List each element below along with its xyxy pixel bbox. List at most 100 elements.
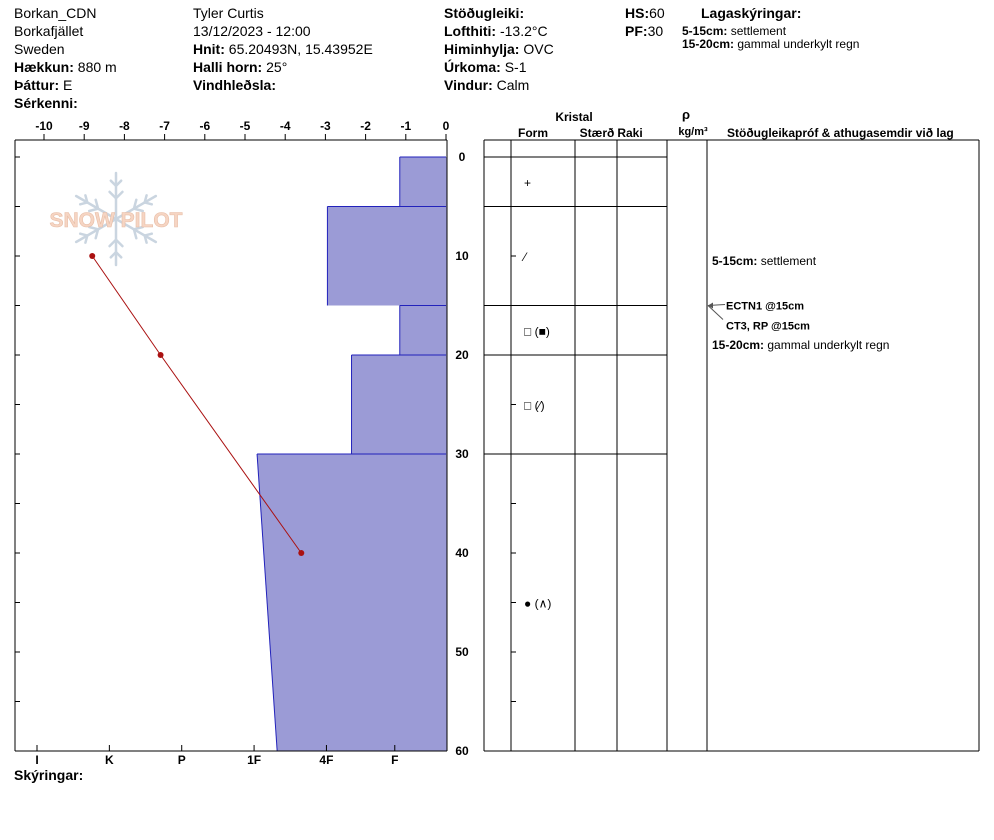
snowflake-branch xyxy=(109,179,118,188)
sky-label: Himinhylja: xyxy=(444,41,520,57)
layer-notes-title: Lagaskýringar: xyxy=(701,5,802,21)
temperature-line xyxy=(91,255,302,554)
table-headers: Kristal Form Stærð Raki ρ kg/m³ Stöðugle… xyxy=(518,107,954,140)
kristal-header: Kristal xyxy=(555,110,592,124)
hardness-tick-label: 1F xyxy=(247,753,261,767)
snowflake-branch xyxy=(114,238,124,248)
size-header: Stærð xyxy=(580,126,615,140)
layer-note-range: 15-20cm: xyxy=(682,37,735,51)
location-name: Borkan_CDN xyxy=(14,5,97,21)
test-pointer xyxy=(707,305,724,320)
pf-value: 30 xyxy=(647,23,664,39)
snowflake-branch xyxy=(132,198,138,210)
x-tick-label: -8 xyxy=(119,119,130,133)
snowflake-branch xyxy=(143,232,154,237)
aspect-label: Þáttur: xyxy=(14,77,60,93)
hardness-edge xyxy=(256,453,278,752)
snowflake-branch xyxy=(132,228,138,240)
rho-header: ρ xyxy=(682,107,690,122)
hardness-profile xyxy=(256,156,447,752)
layer-annotation: 5-15cm: settlement xyxy=(712,254,817,268)
layer-annotations: 5-15cm: settlement 15-20cm: gammal underk… xyxy=(712,254,889,352)
crystal-symbol: □ (■) xyxy=(524,324,550,338)
layer-annotation: 15-20cm: gammal underkylt regn xyxy=(712,338,889,352)
stability-tests: ECTN1 @15cm CT3, RP @15cm xyxy=(707,301,810,333)
sky-value: OVC xyxy=(523,41,554,57)
depth-tick-label: 40 xyxy=(455,546,469,560)
hardness-tick-label: K xyxy=(105,753,114,767)
snowflake-branch xyxy=(84,234,89,244)
snowflake-arm xyxy=(114,217,158,244)
left-plot-frame xyxy=(14,139,448,752)
hardness-axis: I K P 1F 4F F xyxy=(35,745,398,767)
hardness-tick-label: F xyxy=(391,753,398,767)
stability-label: Stöðugleiki: xyxy=(444,5,525,21)
wind-loading-row: Vindhleðsla: xyxy=(193,76,276,94)
snowflake-branch xyxy=(108,238,118,248)
layer-note-text: gammal underkylt regn xyxy=(737,37,860,51)
snowflake-branch xyxy=(132,207,144,213)
snowflake-branch xyxy=(78,201,89,206)
snowflake-branch xyxy=(94,228,100,240)
temperature-axis: -10 -9 -8 -7 -6 -5 -4 -3 -2 -1 0 xyxy=(35,119,450,140)
features-label: Sérkenni: xyxy=(14,95,78,111)
snowflake-branch xyxy=(114,190,124,200)
sky-row: Himinhylja: OVC xyxy=(444,40,554,58)
slope-row: Halli horn: 25° xyxy=(193,58,287,76)
pf-row: PF:30 xyxy=(625,22,663,40)
snowflake-arm xyxy=(74,194,118,221)
x-tick-label: -10 xyxy=(35,119,53,133)
slope-label: Halli horn: xyxy=(193,59,263,75)
x-tick-label: -2 xyxy=(360,119,371,133)
annotation-text: settlement xyxy=(761,254,817,268)
elevation-row: Hækkun: 880 m xyxy=(14,58,117,76)
annotation-text: gammal underkylt regn xyxy=(767,338,889,352)
layer-table xyxy=(483,139,980,752)
depth-tick-label: 30 xyxy=(455,447,469,461)
crystal-symbol: ● (∧) xyxy=(524,597,551,611)
precip-row: Úrkoma: S-1 xyxy=(444,58,526,76)
snowflake-icon xyxy=(74,171,158,267)
wind-row: Vindur: Calm xyxy=(444,76,529,94)
hs-row: HS:60 xyxy=(625,4,665,22)
snowflake-branch xyxy=(143,194,148,204)
x-tick-label: -7 xyxy=(159,119,170,133)
depth-tick-label: 60 xyxy=(455,744,469,758)
snowpilot-logo-text: SNOW PILOT xyxy=(50,209,183,232)
annotation-range: 5-15cm: xyxy=(712,254,761,268)
temperature-point xyxy=(157,352,164,358)
x-tick-label: -5 xyxy=(240,119,251,133)
observation-datetime: 13/12/2023 - 12:00 xyxy=(193,23,311,39)
area-name: Borkafjället xyxy=(14,23,84,39)
depth-tick-label: 20 xyxy=(455,348,469,362)
snowflake-branch xyxy=(114,250,123,259)
temperature-profile xyxy=(89,253,305,556)
elevation-value: 880 m xyxy=(77,59,117,75)
crystal-symbols: + ⁄ □ (■) □ (⁄) ● (∧) xyxy=(521,176,551,611)
wind-value: Calm xyxy=(496,77,530,93)
coords-value: 65.20493N, 15.43952E xyxy=(228,41,373,57)
hs-value: 60 xyxy=(649,5,665,21)
observer-name: Tyler Curtis xyxy=(193,5,264,21)
stability-test-result: CT3, RP @15cm xyxy=(726,321,810,333)
coords-row: Hnit: 65.20493N, 15.43952E xyxy=(193,40,373,58)
hardness-tick-label: I xyxy=(35,753,38,767)
precip-label: Úrkoma: xyxy=(444,59,501,75)
slope-value: 25° xyxy=(266,59,288,75)
depth-tick-label: 10 xyxy=(455,249,469,263)
precip-value: S-1 xyxy=(504,59,527,75)
snowflake-branch xyxy=(88,225,100,231)
air-temp-row: Lofthiti: -13.2°C xyxy=(444,22,548,40)
layer-note-range: 5-15cm: xyxy=(682,24,728,38)
form-header: Form xyxy=(518,126,548,140)
country: Sweden xyxy=(14,41,65,57)
x-tick-label: -4 xyxy=(280,119,291,133)
hs-label: HS: xyxy=(625,5,650,21)
aspect-row: Þáttur: E xyxy=(14,76,72,94)
air-temp-label: Lofthiti: xyxy=(444,23,497,39)
temperature-point xyxy=(89,253,96,259)
air-temp-value: -13.2°C xyxy=(499,23,548,39)
depth-tick-label: 0 xyxy=(459,150,466,164)
aspect-value: E xyxy=(63,77,73,93)
